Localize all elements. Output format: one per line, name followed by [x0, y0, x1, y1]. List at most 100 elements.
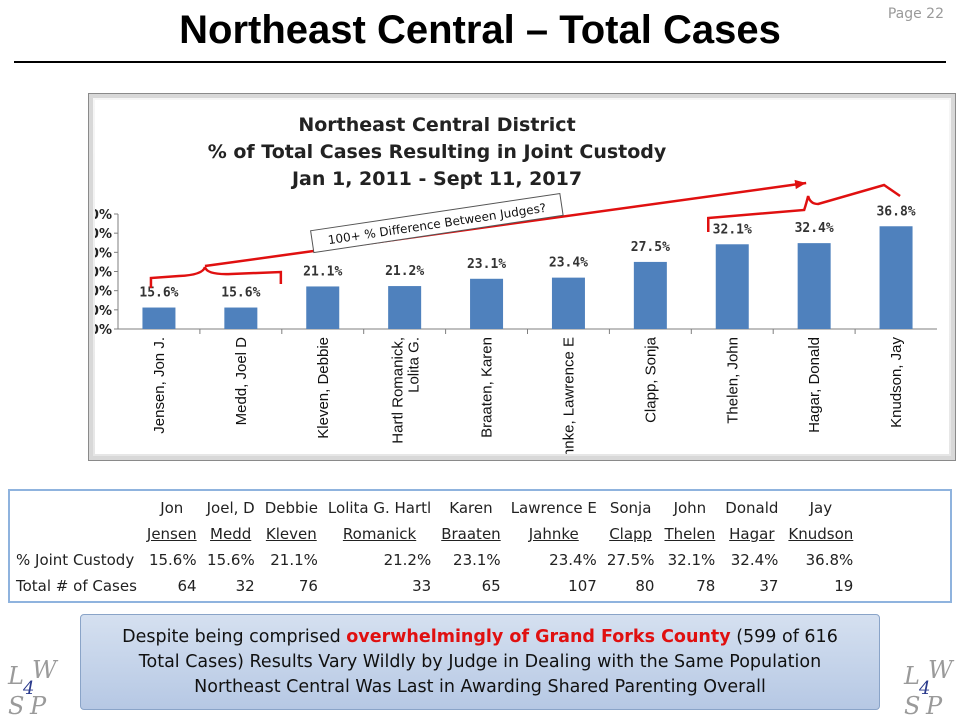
table-joint-custody-cell: 21.1% — [270, 551, 318, 569]
table-first-name-cell: Donald — [725, 499, 779, 517]
logo-letter: S — [904, 692, 921, 720]
callout-line-1-post: (599 of 616 — [730, 627, 838, 647]
bar — [633, 261, 667, 329]
x-tick-label-line: Knudson, Jay — [888, 337, 905, 428]
data-label: 23.4% — [549, 256, 588, 271]
x-tick-label: Thelen, John — [724, 337, 741, 424]
x-tick-label-line: Thelen, John — [724, 337, 741, 424]
data-label: 32.1% — [713, 222, 752, 237]
table-joint-custody-cell: 32.4% — [730, 551, 779, 569]
page-number: Page 22 — [887, 6, 944, 22]
chart-panel: Northeast Central District % of Total Cas… — [88, 93, 956, 461]
y-tick-label: 10.0% — [95, 323, 112, 338]
table-corner-cell — [14, 521, 142, 547]
table-joint-custody-cell: 15.6% — [207, 551, 255, 569]
logo-letter: S — [8, 692, 25, 720]
table-last-name-cell: Thelen — [664, 525, 716, 543]
table-total-cases-cell: 80 — [635, 577, 655, 595]
table-row-total-cases: Total # of Cases 64 32 76 33 65 107 80 78 37 19 — [14, 573, 858, 599]
y-tick-label: 40.0% — [95, 208, 112, 223]
x-tick-label-line: Jensen, Jon J. — [151, 337, 168, 434]
table-row-last-names: Jensen Medd Kleven Romanick Braaten Jahnke Cla… — [14, 521, 858, 547]
data-label: 15.6% — [221, 286, 260, 301]
bar — [879, 226, 913, 329]
data-label: 21.2% — [385, 264, 424, 279]
logo-number: 4 — [23, 678, 35, 699]
table-row-joint-custody: % Joint Custody 15.6% 15.6% 21.1% 21.2% 23.1%… — [14, 547, 858, 573]
chart-title-line: % of Total Cases Resulting in Joint Cust… — [208, 141, 667, 163]
data-label: 27.5% — [631, 240, 670, 255]
table-joint-custody-cell: 23.4% — [549, 551, 597, 569]
y-tick-label: 35.0% — [95, 227, 112, 242]
table-total-cases-cell: 107 — [568, 577, 597, 595]
table-row-first-names: Jon Joel, D Debbie Lolita G. Hartl Karen Lawr… — [14, 495, 858, 521]
chart-title-line: Jan 1, 2011 - Sept 11, 2017 — [290, 168, 582, 190]
y-tick-label: 20.0% — [95, 285, 112, 300]
table-joint-custody-cell: 32.1% — [667, 551, 716, 569]
table-first-name-cell: Debbie — [264, 499, 318, 517]
x-tick-label: Braaten, Karen — [479, 337, 496, 438]
summary-callout: Despite being comprised overwhelmingly o… — [80, 614, 880, 710]
callout-line-2: Total Cases) Results Vary Wildly by Judg… — [138, 652, 822, 672]
logo-letter: W — [32, 656, 57, 684]
data-label: 32.4% — [795, 221, 834, 236]
table-last-name-cell: Knudson — [788, 525, 854, 543]
slide-title: Northeast Central – Total Cases — [179, 8, 781, 52]
data-label: 15.6% — [139, 286, 178, 301]
x-tick-label: Hagar, Donald — [806, 337, 823, 433]
table-last-name-cell: Jensen — [146, 525, 197, 543]
data-table: Jon Joel, D Debbie Lolita G. Hartl Karen Lawr… — [14, 495, 858, 599]
y-tick-label: 25.0% — [95, 266, 112, 281]
x-tick-label-line: Hagar, Donald — [806, 337, 823, 433]
table-last-name-cell: Medd — [210, 525, 252, 543]
table-joint-custody-cell: 15.6% — [148, 551, 197, 569]
x-tick-label: Jensen, Jon J. — [151, 337, 168, 434]
lwsp-logo-right: L W 4 S P — [904, 656, 956, 722]
table-first-name-cell: Lawrence E — [510, 499, 597, 517]
table-total-cases-cell: 78 — [696, 577, 716, 595]
logo-letter: L — [904, 662, 920, 690]
x-tick-label-line: Kleven, Debbie — [315, 337, 332, 439]
row-label-joint-custody: % Joint Custody — [16, 551, 135, 569]
table-last-name-cell: Braaten — [441, 525, 501, 543]
bar — [388, 286, 422, 329]
table-corner-cell — [14, 495, 142, 521]
x-tick-label: Clapp, Sonja — [642, 336, 659, 423]
y-tick-label: 15.0% — [95, 304, 112, 319]
title-divider — [14, 61, 946, 63]
callout-line-1-pre: Despite being comprised — [122, 627, 347, 647]
x-tick-label: Kleven, Debbie — [315, 337, 332, 439]
table-total-cases-cell: 37 — [759, 577, 779, 595]
table-first-name-cell: John — [673, 499, 707, 517]
x-tick-label: Medd, Joel D — [233, 337, 250, 426]
x-tick-label-line: Clapp, Sonja — [642, 336, 659, 423]
data-label: 36.8% — [876, 204, 915, 219]
logo-letter: L — [8, 662, 24, 690]
x-tick-label: Knudson, Jay — [888, 337, 905, 428]
table-total-cases-cell: 19 — [834, 577, 854, 595]
left-bracket — [149, 266, 283, 288]
joint-custody-bar-chart: Northeast Central District % of Total Cas… — [95, 114, 937, 454]
callout-line-1: Despite being comprised overwhelmingly o… — [81, 625, 879, 650]
table-total-cases-cell: 33 — [412, 577, 432, 595]
x-tick-label-line: Medd, Joel D — [233, 337, 250, 426]
data-label: 23.1% — [467, 257, 506, 272]
table-first-name-cell: Sonja — [609, 499, 652, 517]
table-first-name-cell: Jay — [809, 499, 833, 517]
table-joint-custody-cell: 36.8% — [805, 551, 854, 569]
logo-letter: P — [30, 692, 47, 720]
x-tick-label-line: Jahnke, Lawrence E — [560, 337, 577, 454]
table-total-cases-cell: 76 — [298, 577, 318, 595]
bar — [715, 244, 749, 329]
table-total-cases-cell: 64 — [177, 577, 197, 595]
row-label-total-cases: Total # of Cases — [16, 577, 137, 595]
bar — [470, 278, 504, 329]
bar — [224, 307, 258, 329]
table-first-name-cell: Lolita G. Hartl — [327, 499, 432, 517]
bar — [306, 286, 340, 329]
x-tick-label-line: Lolita G. — [406, 337, 423, 393]
logo-number: 4 — [919, 678, 931, 699]
table-last-name-cell: Kleven — [265, 525, 317, 543]
table-last-name-cell: Hagar — [729, 525, 775, 543]
difference-arrowhead — [794, 179, 807, 190]
